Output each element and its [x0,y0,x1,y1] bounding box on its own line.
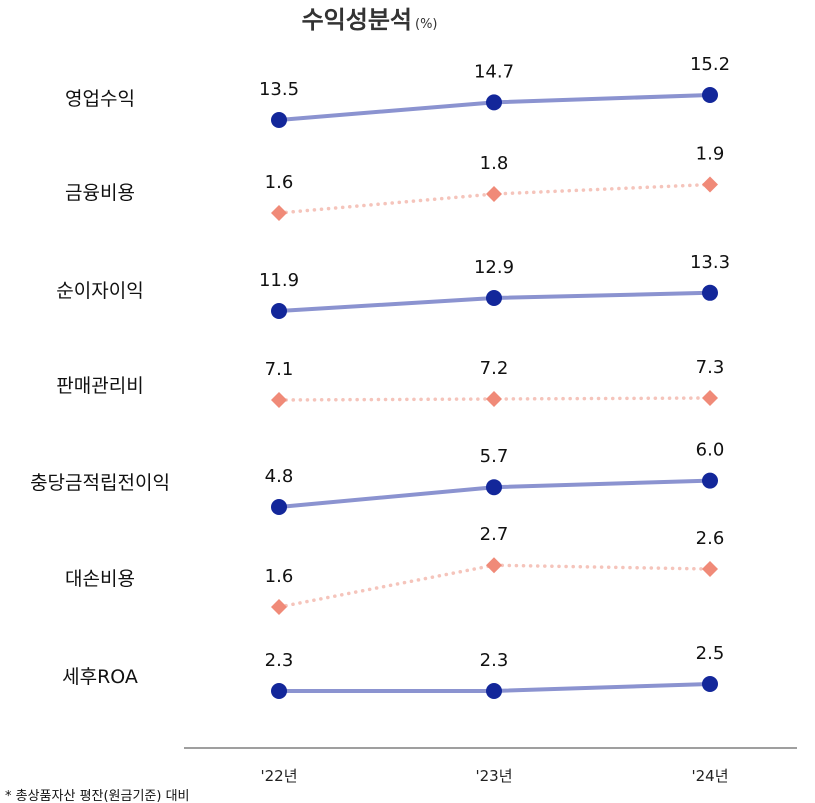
data-point [271,205,287,221]
data-label: 15.2 [690,54,730,75]
data-label: 1.6 [265,566,294,587]
data-label: 5.7 [480,446,509,467]
data-point [271,392,287,408]
data-label: 4.8 [265,466,294,487]
x-tick-label: '23년 [475,767,512,785]
row-label: 영업수익 [65,88,135,110]
series-line [277,182,712,215]
data-label: 11.9 [259,270,299,291]
data-point [271,499,287,515]
data-point [486,479,502,496]
x-tick-label: '22년 [260,767,297,785]
data-point [271,112,287,128]
data-point [702,284,718,301]
row-label: 충당금적립전이익 [30,472,170,494]
data-label: 2.7 [480,524,509,545]
data-point [702,472,718,489]
data-label: 6.0 [696,440,725,461]
data-point [702,561,718,577]
data-point [271,683,287,699]
data-point [271,303,287,319]
data-label: 7.2 [480,358,509,379]
chart-title: 수익성분석 [302,6,412,34]
data-label: 14.7 [474,61,514,82]
data-label: 2.5 [696,643,725,664]
footnote: * 총상품자산 평잔(원금기준) 대비 [5,789,190,803]
data-label: 2.6 [696,528,725,549]
row-label: 판매관리비 [56,375,143,397]
chart-unit: (%) [415,17,438,32]
row-label: 대손비용 [65,568,135,590]
data-label: 12.9 [474,257,514,278]
data-point [702,676,718,692]
data-point [702,87,718,104]
data-point [271,599,287,615]
data-point [486,391,502,407]
data-point [702,390,718,406]
data-label: 1.9 [696,144,725,165]
data-point [486,290,502,306]
data-point [486,683,502,699]
row-label: 금융비용 [65,182,135,204]
row-label: 순이자이익 [56,280,143,302]
row-label: 세후ROA [62,666,138,688]
data-label: 7.3 [696,357,725,378]
data-point [702,176,718,193]
x-tick-label: '24년 [691,767,728,785]
data-label: 2.3 [265,650,294,671]
data-point [486,557,502,574]
series-line [277,396,712,402]
data-point [486,186,502,202]
data-label: 1.8 [480,153,509,174]
data-label: 1.6 [265,172,294,193]
data-label: 2.3 [480,650,509,671]
data-point [486,94,502,111]
data-label: 13.5 [259,79,299,100]
data-label: 7.1 [265,359,294,380]
data-label: 13.3 [690,252,730,273]
